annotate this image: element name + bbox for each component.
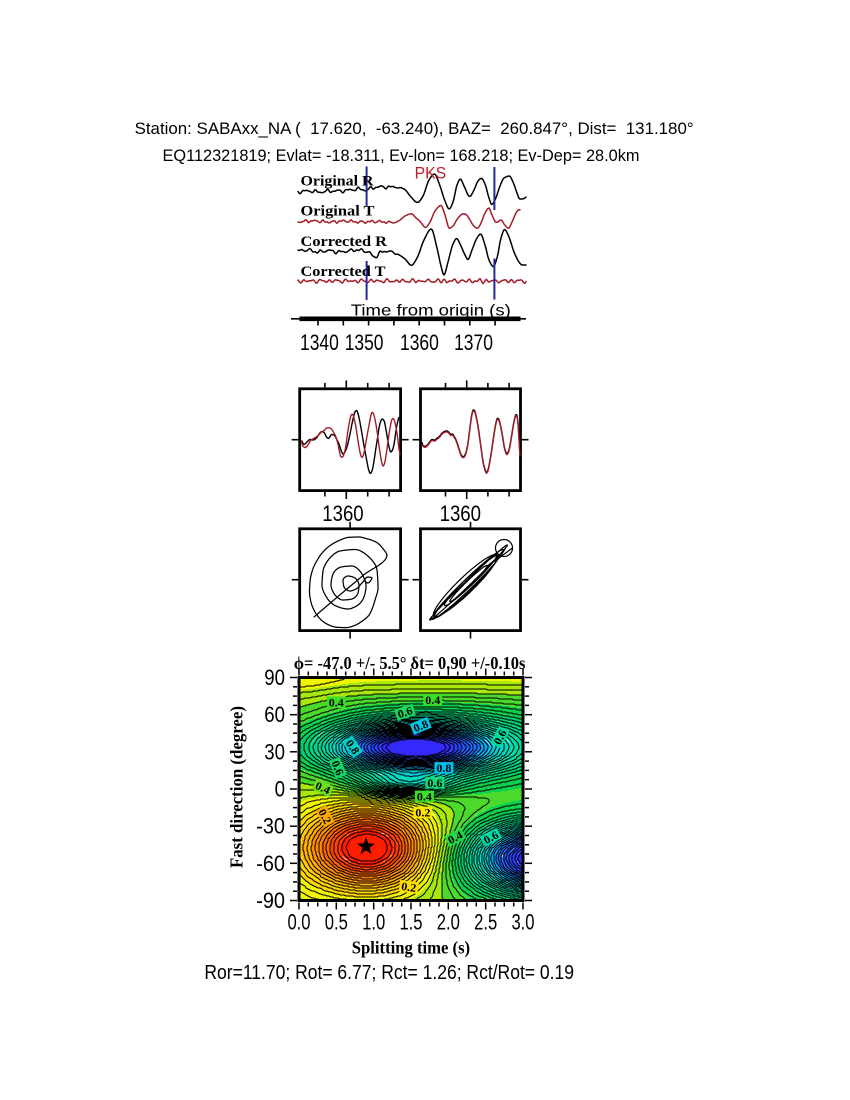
svg-text:1340: 1340 — [300, 330, 339, 355]
svg-text:60: 60 — [264, 702, 285, 727]
svg-text:Corrected R: Corrected R — [301, 234, 388, 250]
svg-text:Time from origin (s): Time from origin (s) — [351, 303, 511, 320]
svg-text:1.5: 1.5 — [399, 910, 422, 935]
svg-text:0.4: 0.4 — [313, 780, 332, 797]
svg-text:90: 90 — [264, 665, 285, 690]
svg-text:1360: 1360 — [440, 501, 481, 526]
svg-text:Splitting time (s): Splitting time (s) — [352, 938, 470, 958]
svg-text:-30: -30 — [256, 814, 285, 839]
svg-text:1350: 1350 — [345, 330, 384, 355]
svg-text:Ror=11.70; Rot= 6.77; Rct= 1.2: Ror=11.70; Rot= 6.77; Rct= 1.26; Rct/Rot… — [204, 962, 574, 984]
svg-text:0.4: 0.4 — [425, 695, 440, 707]
svg-text:2.0: 2.0 — [437, 910, 460, 935]
svg-text:EQ112321819; Evlat= -18.311, E: EQ112321819; Evlat= -18.311, Ev-lon= 168… — [163, 146, 640, 165]
svg-text:Fast direction (degree): Fast direction (degree) — [227, 706, 247, 868]
svg-text:0.4: 0.4 — [417, 791, 432, 803]
svg-text:0.5: 0.5 — [325, 910, 348, 935]
svg-text:PKS: PKS — [415, 164, 447, 183]
svg-text:0.6: 0.6 — [329, 759, 346, 778]
svg-text:ϕ= -47.0 +/- 5.5° δt= 0.90 +/-: ϕ= -47.0 +/- 5.5° δt= 0.90 +/-0.10s — [294, 653, 526, 673]
svg-text:0: 0 — [275, 777, 285, 802]
svg-text:3.0: 3.0 — [511, 910, 534, 935]
svg-text:0.8: 0.8 — [412, 718, 431, 735]
svg-text:0.4: 0.4 — [329, 697, 344, 709]
svg-text:0.0: 0.0 — [287, 910, 310, 935]
svg-text:-90: -90 — [256, 888, 285, 913]
svg-text:0.2: 0.2 — [415, 808, 430, 820]
svg-text:0.2: 0.2 — [400, 881, 417, 895]
svg-text:-60: -60 — [256, 851, 285, 876]
svg-text:1370: 1370 — [454, 330, 493, 355]
svg-text:Station: SABAxx_NA ( 17.620,: Station: SABAxx_NA ( 17.620, -63.240), B… — [135, 119, 694, 138]
svg-text:1360: 1360 — [400, 330, 439, 355]
svg-text:1360: 1360 — [322, 501, 363, 526]
svg-text:Original T: Original T — [301, 204, 375, 220]
svg-text:2.5: 2.5 — [474, 910, 497, 935]
svg-text:Corrected T: Corrected T — [301, 264, 386, 280]
svg-text:0.6: 0.6 — [396, 705, 414, 721]
svg-text:0.8: 0.8 — [436, 763, 451, 775]
svg-text:Original R: Original R — [301, 174, 374, 190]
svg-text:0.6: 0.6 — [427, 778, 442, 790]
svg-text:1.0: 1.0 — [362, 910, 385, 935]
svg-text:30: 30 — [264, 739, 285, 764]
